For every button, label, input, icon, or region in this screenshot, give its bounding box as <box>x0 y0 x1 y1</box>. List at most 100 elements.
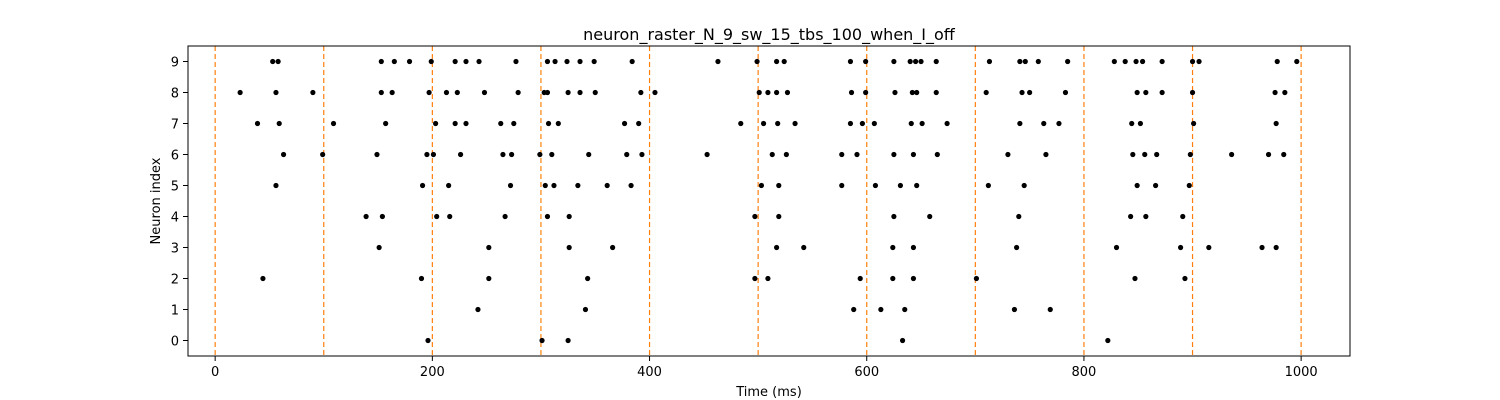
spike-point <box>933 89 939 96</box>
spike-point <box>406 58 413 65</box>
spike-point <box>434 213 440 220</box>
y-tick-label: 6 <box>171 149 179 164</box>
spike-point <box>1274 58 1280 65</box>
spike-point <box>776 213 782 220</box>
spike-point <box>1272 89 1278 96</box>
spike-point <box>1186 182 1192 189</box>
spike-point <box>430 151 437 158</box>
y-tick-label: 1 <box>171 304 179 319</box>
spike-point <box>715 58 721 65</box>
spike-point <box>1180 213 1186 220</box>
spike-point <box>276 120 282 127</box>
spike-point <box>575 182 581 189</box>
spike-point <box>878 306 884 313</box>
y-tick-label: 8 <box>171 87 179 102</box>
spike-point <box>621 120 628 127</box>
spike-point <box>376 244 382 251</box>
spike-point <box>565 89 571 96</box>
spike-point <box>1281 151 1287 158</box>
spike-point <box>544 58 551 65</box>
spike-point <box>918 58 924 65</box>
spike-point <box>1137 120 1144 127</box>
spike-point <box>457 151 464 158</box>
spike-point <box>863 89 869 96</box>
spike-point <box>1265 151 1272 158</box>
spike-point <box>639 151 645 158</box>
spike-point <box>383 120 389 127</box>
spike-point <box>765 275 771 282</box>
spike-point <box>565 337 571 344</box>
spike-point <box>513 58 519 65</box>
spike-point <box>910 151 917 158</box>
spike-point <box>592 89 598 96</box>
spike-point <box>934 151 940 158</box>
spike-point <box>774 58 780 65</box>
spike-point <box>610 244 616 251</box>
spike-point <box>776 182 782 189</box>
spike-point <box>944 120 950 127</box>
spike-point <box>1143 89 1149 96</box>
spike-point <box>1142 151 1148 158</box>
spike-point <box>1128 213 1134 220</box>
x-tick-label: 400 <box>637 365 662 380</box>
spike-point <box>738 120 744 127</box>
spike-point <box>1111 58 1117 65</box>
spike-point <box>254 120 261 127</box>
spike-point <box>1143 213 1149 220</box>
spike-point <box>447 213 453 220</box>
spike-point <box>628 182 634 189</box>
spike-point <box>363 213 369 220</box>
chart-title: neuron_raster_N_9_sw_15_tbs_100_when_I_o… <box>583 25 956 45</box>
spike-point <box>509 151 515 158</box>
spike-point <box>502 213 508 220</box>
spike-point <box>481 89 488 96</box>
spike-point <box>1294 58 1300 65</box>
plot-area-frame <box>187 45 1351 357</box>
spike-point <box>433 120 439 127</box>
y-tick-label: 9 <box>171 56 179 71</box>
spike-point <box>752 213 758 220</box>
spike-point <box>260 275 266 282</box>
x-tick-label: 0 <box>211 365 219 380</box>
spike-point <box>270 58 276 65</box>
y-tick-label: 5 <box>171 180 179 195</box>
spike-point <box>913 58 919 65</box>
spike-point <box>486 275 492 282</box>
spike-point <box>872 182 879 189</box>
spike-point <box>1273 120 1279 127</box>
spike-points <box>237 58 1300 344</box>
spike-point <box>1206 244 1212 251</box>
spike-point <box>1062 89 1069 96</box>
spike-point <box>273 89 279 96</box>
spike-point <box>537 151 543 158</box>
spike-point <box>424 151 430 158</box>
spike-point <box>1134 89 1140 96</box>
spike-point <box>1122 58 1128 65</box>
spike-point <box>1130 151 1136 158</box>
spike-point <box>890 275 896 282</box>
spike-point <box>638 89 644 96</box>
spike-point <box>704 151 710 158</box>
spike-point <box>1139 58 1146 65</box>
spike-point <box>784 89 791 96</box>
y-tick-label: 2 <box>171 273 179 288</box>
spike-point <box>463 120 469 127</box>
spike-point <box>476 58 482 65</box>
spike-point <box>515 89 521 96</box>
spike-point <box>1016 213 1022 220</box>
spike-point <box>428 58 434 65</box>
x-axis-ticks: 0 200 400 600 800 1000 <box>211 356 1318 380</box>
spike-point <box>585 275 591 282</box>
spike-point <box>577 58 583 65</box>
spike-point <box>927 213 933 220</box>
spike-point <box>452 120 458 127</box>
spike-point <box>1229 151 1235 158</box>
y-tick-label: 4 <box>171 211 179 226</box>
spike-point <box>1187 151 1193 158</box>
spike-point <box>1021 182 1027 189</box>
spike-point <box>330 120 337 127</box>
x-tick-label: 600 <box>854 365 879 380</box>
spike-point <box>498 120 504 127</box>
spike-point <box>389 89 395 96</box>
spike-point <box>891 213 897 220</box>
